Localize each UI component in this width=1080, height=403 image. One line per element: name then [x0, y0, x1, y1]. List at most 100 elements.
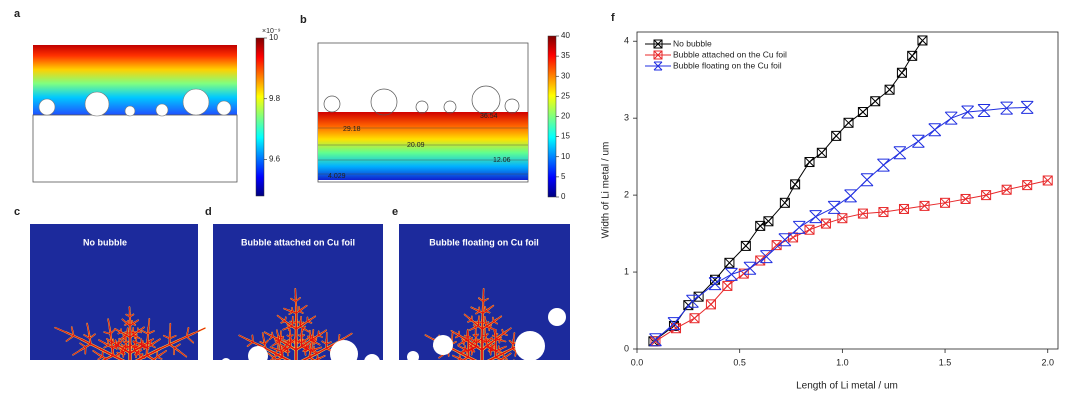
dendrite-branch [135, 346, 138, 349]
dendrite-branch [283, 339, 288, 342]
data-point [960, 193, 971, 204]
colorbar-exponent: ×10⁻⁹ [262, 28, 281, 35]
dendrite-branch [496, 315, 502, 320]
dendrite-branch [294, 339, 299, 342]
dendrite-branch [132, 340, 140, 345]
data-point [725, 267, 738, 281]
dendrite-branch [450, 330, 457, 335]
colorbar [255, 37, 265, 197]
data-point [827, 200, 841, 214]
data-point [1022, 180, 1033, 191]
data-point [689, 313, 700, 324]
dendrite-branch [126, 332, 130, 334]
dendrite-branch [501, 346, 507, 349]
dendrite-branch [118, 342, 122, 345]
colorbar-tick-label: 10 [561, 152, 570, 161]
dendrite-branch [71, 326, 75, 337]
data-point [919, 200, 930, 211]
marker-box [763, 216, 774, 227]
dendrite-branch [264, 331, 270, 336]
dendrite-branch [156, 356, 163, 360]
dendrite-branch [463, 337, 469, 342]
data-point [844, 189, 857, 203]
dendrite-branch [310, 315, 316, 320]
dendrite-branch [138, 349, 142, 352]
marker-box [740, 240, 751, 251]
marker-cross [650, 336, 661, 347]
marker-star [667, 317, 681, 331]
bubble [443, 100, 457, 114]
dendrite-branch [482, 298, 489, 302]
dendrite-branch [495, 338, 501, 342]
dendrite-branch [313, 349, 317, 353]
marker-box [689, 313, 700, 324]
dendrite-branch [129, 313, 134, 318]
dendrite-branch [475, 334, 479, 337]
marker-box [683, 300, 694, 311]
marker-star [827, 200, 841, 214]
marker-cross [689, 313, 700, 324]
dendrite-branch [462, 349, 466, 352]
data-point [944, 111, 958, 125]
marker-cross [816, 147, 827, 158]
dendrite-branch [107, 340, 109, 346]
data-point [884, 84, 895, 95]
dendrite-branch [163, 335, 171, 339]
panel-label: f [611, 12, 615, 24]
panel-label: e [392, 206, 398, 218]
panel-title: Bubble floating on Cu foil [429, 237, 538, 247]
x-tick-label: 1.0 [836, 357, 849, 367]
dendrite-branch [298, 310, 304, 314]
dendrite-branch [118, 338, 126, 344]
dendrite-branch [276, 329, 279, 338]
marker-cross [755, 221, 766, 231]
marker-star [961, 105, 974, 119]
marker-box [907, 50, 918, 61]
dendrite-branch [169, 335, 177, 339]
data-point [831, 130, 842, 141]
dendrite-branch [502, 333, 508, 336]
dendrite-branch [186, 327, 189, 338]
dendrite-branch [326, 341, 332, 345]
dendrite-branch [288, 311, 294, 315]
colorbar-tick-label: 20 [561, 112, 570, 121]
dendrite-branch [509, 340, 514, 345]
data-point [940, 197, 951, 208]
dendrite-branch [117, 331, 122, 335]
bubble [548, 308, 566, 326]
dendrite-branch [285, 350, 288, 353]
dendrite-branch [136, 336, 140, 339]
y-tick-label: 1 [624, 266, 629, 276]
data-point [778, 233, 792, 247]
dendrite-branch [83, 334, 91, 339]
dendrite-branch [302, 341, 306, 343]
colorbar-tick-label: 40 [561, 31, 570, 40]
marker-cross [917, 35, 928, 46]
marker-cross [837, 213, 848, 224]
dendrite-branch [488, 349, 491, 352]
data-point [760, 250, 773, 264]
dendrite-branch [72, 349, 81, 356]
dendrite-branch [478, 297, 484, 302]
bubbles [38, 88, 232, 117]
marker-cross [710, 274, 720, 285]
marker-cross [653, 39, 663, 49]
dendrite-branch [311, 338, 317, 342]
dendrite-branch [122, 334, 126, 337]
data-point [857, 208, 868, 219]
dendrite-branch [142, 340, 144, 347]
contour-label: 29.18 [343, 126, 361, 133]
dendrite-branch [280, 320, 286, 324]
dendrite-branch [121, 352, 124, 355]
marker-cross [780, 197, 790, 208]
dendrite-branch [103, 331, 111, 335]
data-point [898, 203, 909, 214]
dendrite-branch [110, 328, 116, 335]
marker-box [960, 193, 971, 204]
data-point [911, 134, 925, 148]
data-point [790, 179, 801, 190]
marker-cross [899, 204, 909, 214]
marker-box [896, 67, 907, 78]
dendrite-branch [147, 330, 155, 335]
data-point [804, 157, 815, 168]
